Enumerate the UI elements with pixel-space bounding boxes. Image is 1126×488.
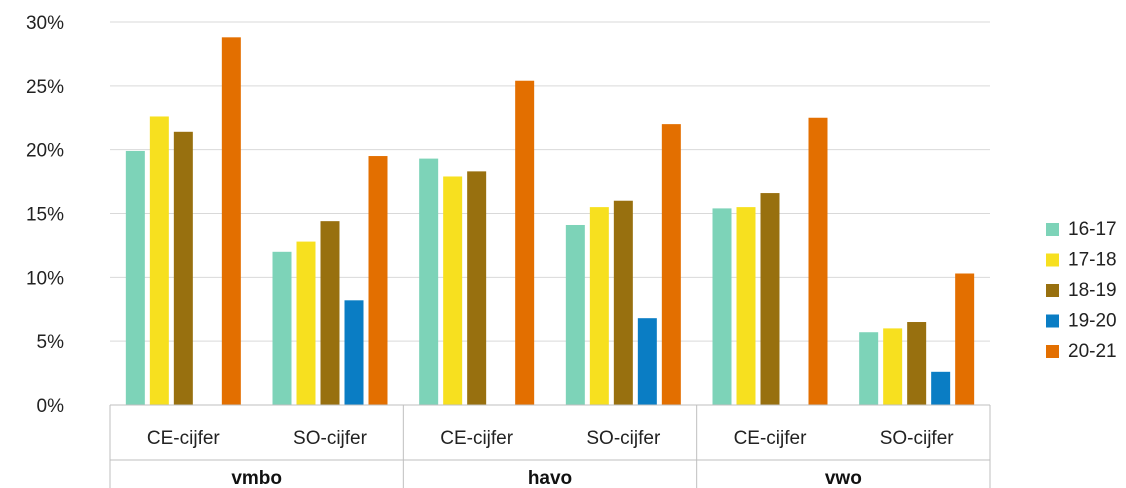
bar [149, 116, 169, 406]
y-tick-label: 0% [37, 396, 65, 417]
legend-swatch [1046, 345, 1059, 358]
bar [931, 371, 951, 405]
y-tick-label: 20% [26, 141, 64, 162]
legend-swatch [1046, 314, 1059, 328]
category-label: CE-cijfer [147, 428, 221, 449]
legend-label: 19-20 [1068, 311, 1117, 332]
bar [125, 150, 145, 405]
bar [760, 193, 780, 405]
bar [859, 332, 879, 405]
category-label: CE-cijfer [440, 428, 514, 449]
bar [344, 300, 364, 405]
bar [808, 117, 828, 405]
bar [637, 318, 657, 405]
x-axis: CE-cijfer SO-cijfer vmbo CE-cijfer SO-cijfer… [109, 404, 991, 488]
legend-swatch [1046, 284, 1059, 297]
bar [589, 207, 609, 405]
bar [955, 273, 975, 405]
bar [173, 131, 193, 405]
legend-label: 18-19 [1068, 280, 1117, 301]
bar [661, 124, 681, 405]
y-tick-label: 10% [26, 268, 64, 289]
bar [515, 80, 535, 405]
group-label: vmbo [231, 468, 282, 488]
bar [296, 241, 316, 405]
category-label: SO-cijfer [880, 428, 955, 449]
group-label: havo [528, 468, 572, 488]
legend-label: 20-21 [1068, 341, 1117, 362]
bar [883, 328, 903, 405]
bar [907, 322, 927, 405]
group-label: vwo [825, 468, 862, 488]
bar [443, 176, 463, 405]
y-tick-label: 25% [26, 77, 64, 98]
bar [565, 224, 585, 405]
bar [467, 171, 487, 405]
bar [613, 200, 633, 405]
bars [125, 37, 975, 406]
legend-swatch [1046, 253, 1059, 267]
bar [320, 221, 340, 405]
legend: 16-17 17-18 18-19 19-20 20-21 [1046, 219, 1117, 362]
category-label: SO-cijfer [586, 428, 661, 449]
y-axis-tick-labels: 0% 5% 10% 15% 20% 25% 30% [26, 13, 64, 417]
gridlines [110, 21, 990, 342]
legend-swatch [1046, 223, 1059, 236]
legend-label: 16-17 [1068, 219, 1117, 240]
bar [221, 37, 241, 405]
legend-label: 17-18 [1068, 250, 1117, 271]
y-tick-label: 5% [37, 332, 65, 353]
category-label: CE-cijfer [734, 428, 808, 449]
bar [368, 156, 388, 405]
bar [712, 208, 732, 405]
category-label: SO-cijfer [293, 428, 368, 449]
bar [736, 207, 756, 405]
y-tick-label: 15% [26, 205, 64, 226]
bar [272, 251, 292, 405]
y-tick-label: 30% [26, 13, 64, 34]
bar [419, 158, 439, 405]
